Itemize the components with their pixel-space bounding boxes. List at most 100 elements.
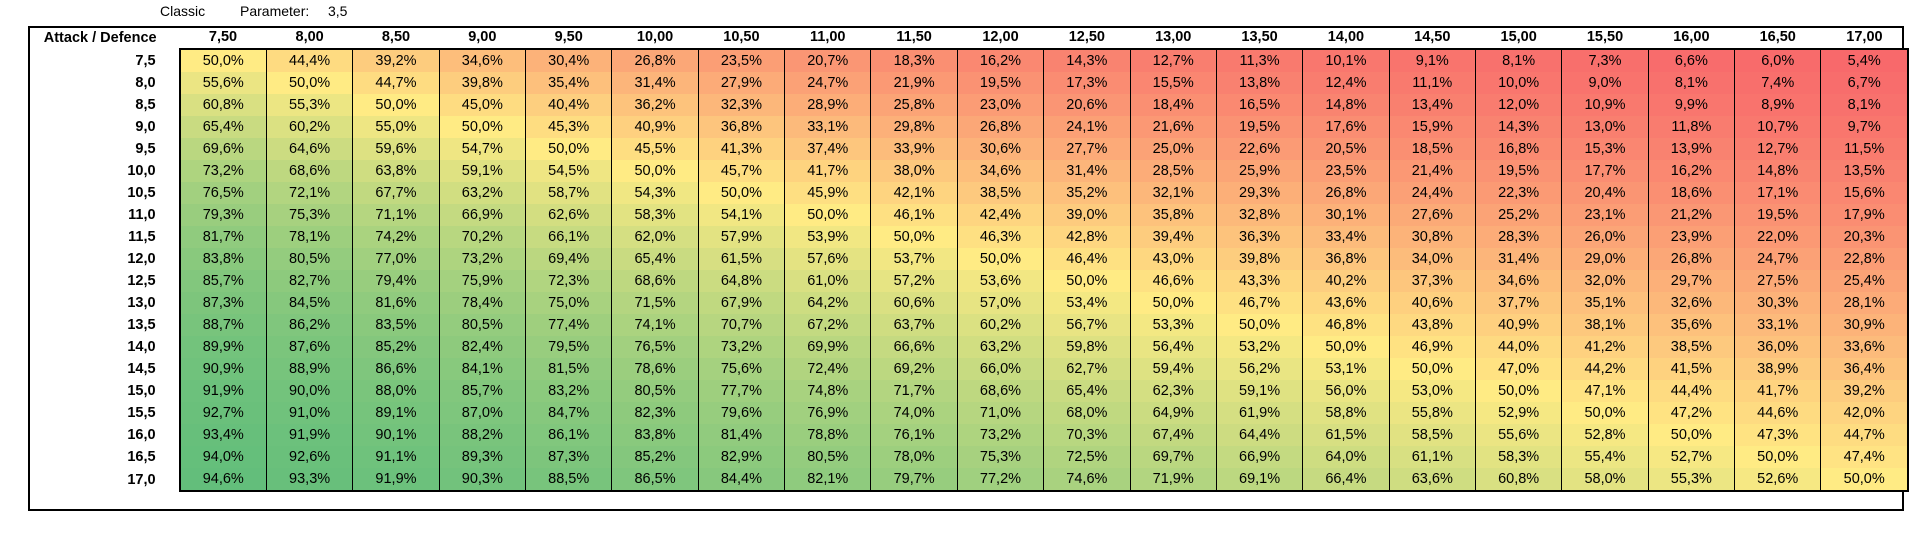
- probability-cell[interactable]: 55,6%: [1474, 424, 1563, 446]
- probability-cell[interactable]: 13,8%: [1215, 72, 1304, 94]
- probability-cell[interactable]: 30,4%: [525, 48, 613, 72]
- probability-cell[interactable]: 20,3%: [1820, 226, 1909, 248]
- probability-cell[interactable]: 19,5%: [1215, 116, 1304, 138]
- probability-cell[interactable]: 50,0%: [1302, 336, 1390, 358]
- probability-cell[interactable]: 28,3%: [1474, 226, 1563, 248]
- probability-cell[interactable]: 71,5%: [611, 292, 699, 314]
- probability-cell[interactable]: 7,3%: [1561, 48, 1649, 72]
- probability-cell[interactable]: 45,3%: [525, 116, 613, 138]
- probability-cell[interactable]: 82,4%: [438, 336, 527, 358]
- probability-cell[interactable]: 20,5%: [1302, 138, 1390, 160]
- probability-cell[interactable]: 25,8%: [870, 94, 958, 116]
- probability-cell[interactable]: 21,9%: [870, 72, 958, 94]
- probability-cell[interactable]: 53,1%: [1302, 358, 1390, 380]
- probability-cell[interactable]: 84,1%: [438, 358, 527, 380]
- probability-cell[interactable]: 79,7%: [870, 468, 958, 492]
- probability-cell[interactable]: 18,6%: [1647, 182, 1736, 204]
- probability-cell[interactable]: 79,3%: [178, 204, 267, 226]
- probability-cell[interactable]: 22,6%: [1215, 138, 1304, 160]
- probability-cell[interactable]: 50,0%: [438, 116, 527, 138]
- probability-cell[interactable]: 37,3%: [1388, 270, 1476, 292]
- probability-cell[interactable]: 29,7%: [1647, 270, 1736, 292]
- probability-cell[interactable]: 50,0%: [697, 182, 786, 204]
- probability-cell[interactable]: 61,1%: [1388, 446, 1476, 468]
- probability-cell[interactable]: 53,7%: [870, 248, 958, 270]
- probability-cell[interactable]: 55,8%: [1388, 402, 1476, 424]
- probability-cell[interactable]: 70,7%: [697, 314, 786, 336]
- probability-cell[interactable]: 88,0%: [352, 380, 440, 402]
- probability-cell[interactable]: 40,2%: [1302, 270, 1390, 292]
- probability-cell[interactable]: 28,5%: [1129, 160, 1217, 182]
- probability-cell[interactable]: 31,4%: [611, 72, 699, 94]
- probability-cell[interactable]: 38,0%: [870, 160, 958, 182]
- probability-cell[interactable]: 26,8%: [956, 116, 1045, 138]
- probability-cell[interactable]: 31,4%: [1474, 248, 1563, 270]
- probability-cell[interactable]: 59,1%: [438, 160, 527, 182]
- probability-cell[interactable]: 21,2%: [1647, 204, 1736, 226]
- probability-cell[interactable]: 37,4%: [784, 138, 872, 160]
- probability-cell[interactable]: 54,7%: [438, 138, 527, 160]
- probability-cell[interactable]: 50,0%: [611, 160, 699, 182]
- probability-cell[interactable]: 66,0%: [956, 358, 1045, 380]
- probability-cell[interactable]: 91,1%: [352, 446, 440, 468]
- probability-cell[interactable]: 72,4%: [784, 358, 872, 380]
- probability-cell[interactable]: 31,4%: [1043, 160, 1131, 182]
- probability-cell[interactable]: 13,5%: [1820, 160, 1909, 182]
- probability-cell[interactable]: 66,9%: [1215, 446, 1304, 468]
- probability-cell[interactable]: 83,8%: [178, 248, 267, 270]
- parameter-value[interactable]: 3,5: [328, 3, 348, 19]
- probability-cell[interactable]: 55,3%: [1647, 468, 1736, 492]
- probability-cell[interactable]: 74,1%: [611, 314, 699, 336]
- probability-cell[interactable]: 72,5%: [1043, 446, 1131, 468]
- probability-cell[interactable]: 71,0%: [956, 402, 1045, 424]
- probability-cell[interactable]: 52,9%: [1474, 402, 1563, 424]
- probability-cell[interactable]: 32,8%: [1215, 204, 1304, 226]
- probability-cell[interactable]: 94,6%: [178, 468, 267, 492]
- probability-cell[interactable]: 81,6%: [352, 292, 440, 314]
- probability-cell[interactable]: 80,5%: [611, 380, 699, 402]
- probability-cell[interactable]: 24,1%: [1043, 116, 1131, 138]
- probability-cell[interactable]: 81,7%: [178, 226, 267, 248]
- probability-cell[interactable]: 58,5%: [1388, 424, 1476, 446]
- probability-cell[interactable]: 34,6%: [956, 160, 1045, 182]
- probability-cell[interactable]: 12,4%: [1302, 72, 1390, 94]
- probability-cell[interactable]: 80,5%: [784, 446, 872, 468]
- probability-cell[interactable]: 86,2%: [265, 314, 354, 336]
- probability-cell[interactable]: 25,4%: [1820, 270, 1909, 292]
- probability-cell[interactable]: 66,6%: [870, 336, 958, 358]
- probability-cell[interactable]: 54,3%: [611, 182, 699, 204]
- probability-cell[interactable]: 92,7%: [178, 402, 267, 424]
- probability-cell[interactable]: 28,1%: [1820, 292, 1909, 314]
- probability-cell[interactable]: 14,3%: [1043, 48, 1131, 72]
- probability-cell[interactable]: 76,5%: [611, 336, 699, 358]
- probability-cell[interactable]: 17,9%: [1820, 204, 1909, 226]
- probability-cell[interactable]: 72,3%: [525, 270, 613, 292]
- probability-cell[interactable]: 15,5%: [1129, 72, 1217, 94]
- probability-cell[interactable]: 89,3%: [438, 446, 527, 468]
- probability-cell[interactable]: 12,7%: [1129, 48, 1217, 72]
- probability-cell[interactable]: 86,5%: [611, 468, 699, 492]
- probability-cell[interactable]: 12,0%: [1474, 94, 1563, 116]
- probability-cell[interactable]: 90,1%: [352, 424, 440, 446]
- probability-cell[interactable]: 88,9%: [265, 358, 354, 380]
- probability-cell[interactable]: 50,0%: [1215, 314, 1304, 336]
- probability-cell[interactable]: 82,1%: [784, 468, 872, 492]
- probability-cell[interactable]: 23,5%: [1302, 160, 1390, 182]
- probability-cell[interactable]: 79,4%: [352, 270, 440, 292]
- probability-cell[interactable]: 17,1%: [1734, 182, 1822, 204]
- probability-cell[interactable]: 87,6%: [265, 336, 354, 358]
- probability-cell[interactable]: 57,0%: [956, 292, 1045, 314]
- probability-cell[interactable]: 17,6%: [1302, 116, 1390, 138]
- probability-cell[interactable]: 21,4%: [1388, 160, 1476, 182]
- probability-cell[interactable]: 50,0%: [352, 94, 440, 116]
- probability-cell[interactable]: 82,9%: [697, 446, 786, 468]
- probability-cell[interactable]: 9,7%: [1820, 116, 1909, 138]
- probability-cell[interactable]: 37,7%: [1474, 292, 1563, 314]
- probability-cell[interactable]: 10,7%: [1734, 116, 1822, 138]
- probability-cell[interactable]: 61,0%: [784, 270, 872, 292]
- probability-cell[interactable]: 53,9%: [784, 226, 872, 248]
- probability-cell[interactable]: 16,2%: [1647, 160, 1736, 182]
- probability-cell[interactable]: 71,1%: [352, 204, 440, 226]
- probability-cell[interactable]: 79,6%: [697, 402, 786, 424]
- probability-cell[interactable]: 47,4%: [1820, 446, 1909, 468]
